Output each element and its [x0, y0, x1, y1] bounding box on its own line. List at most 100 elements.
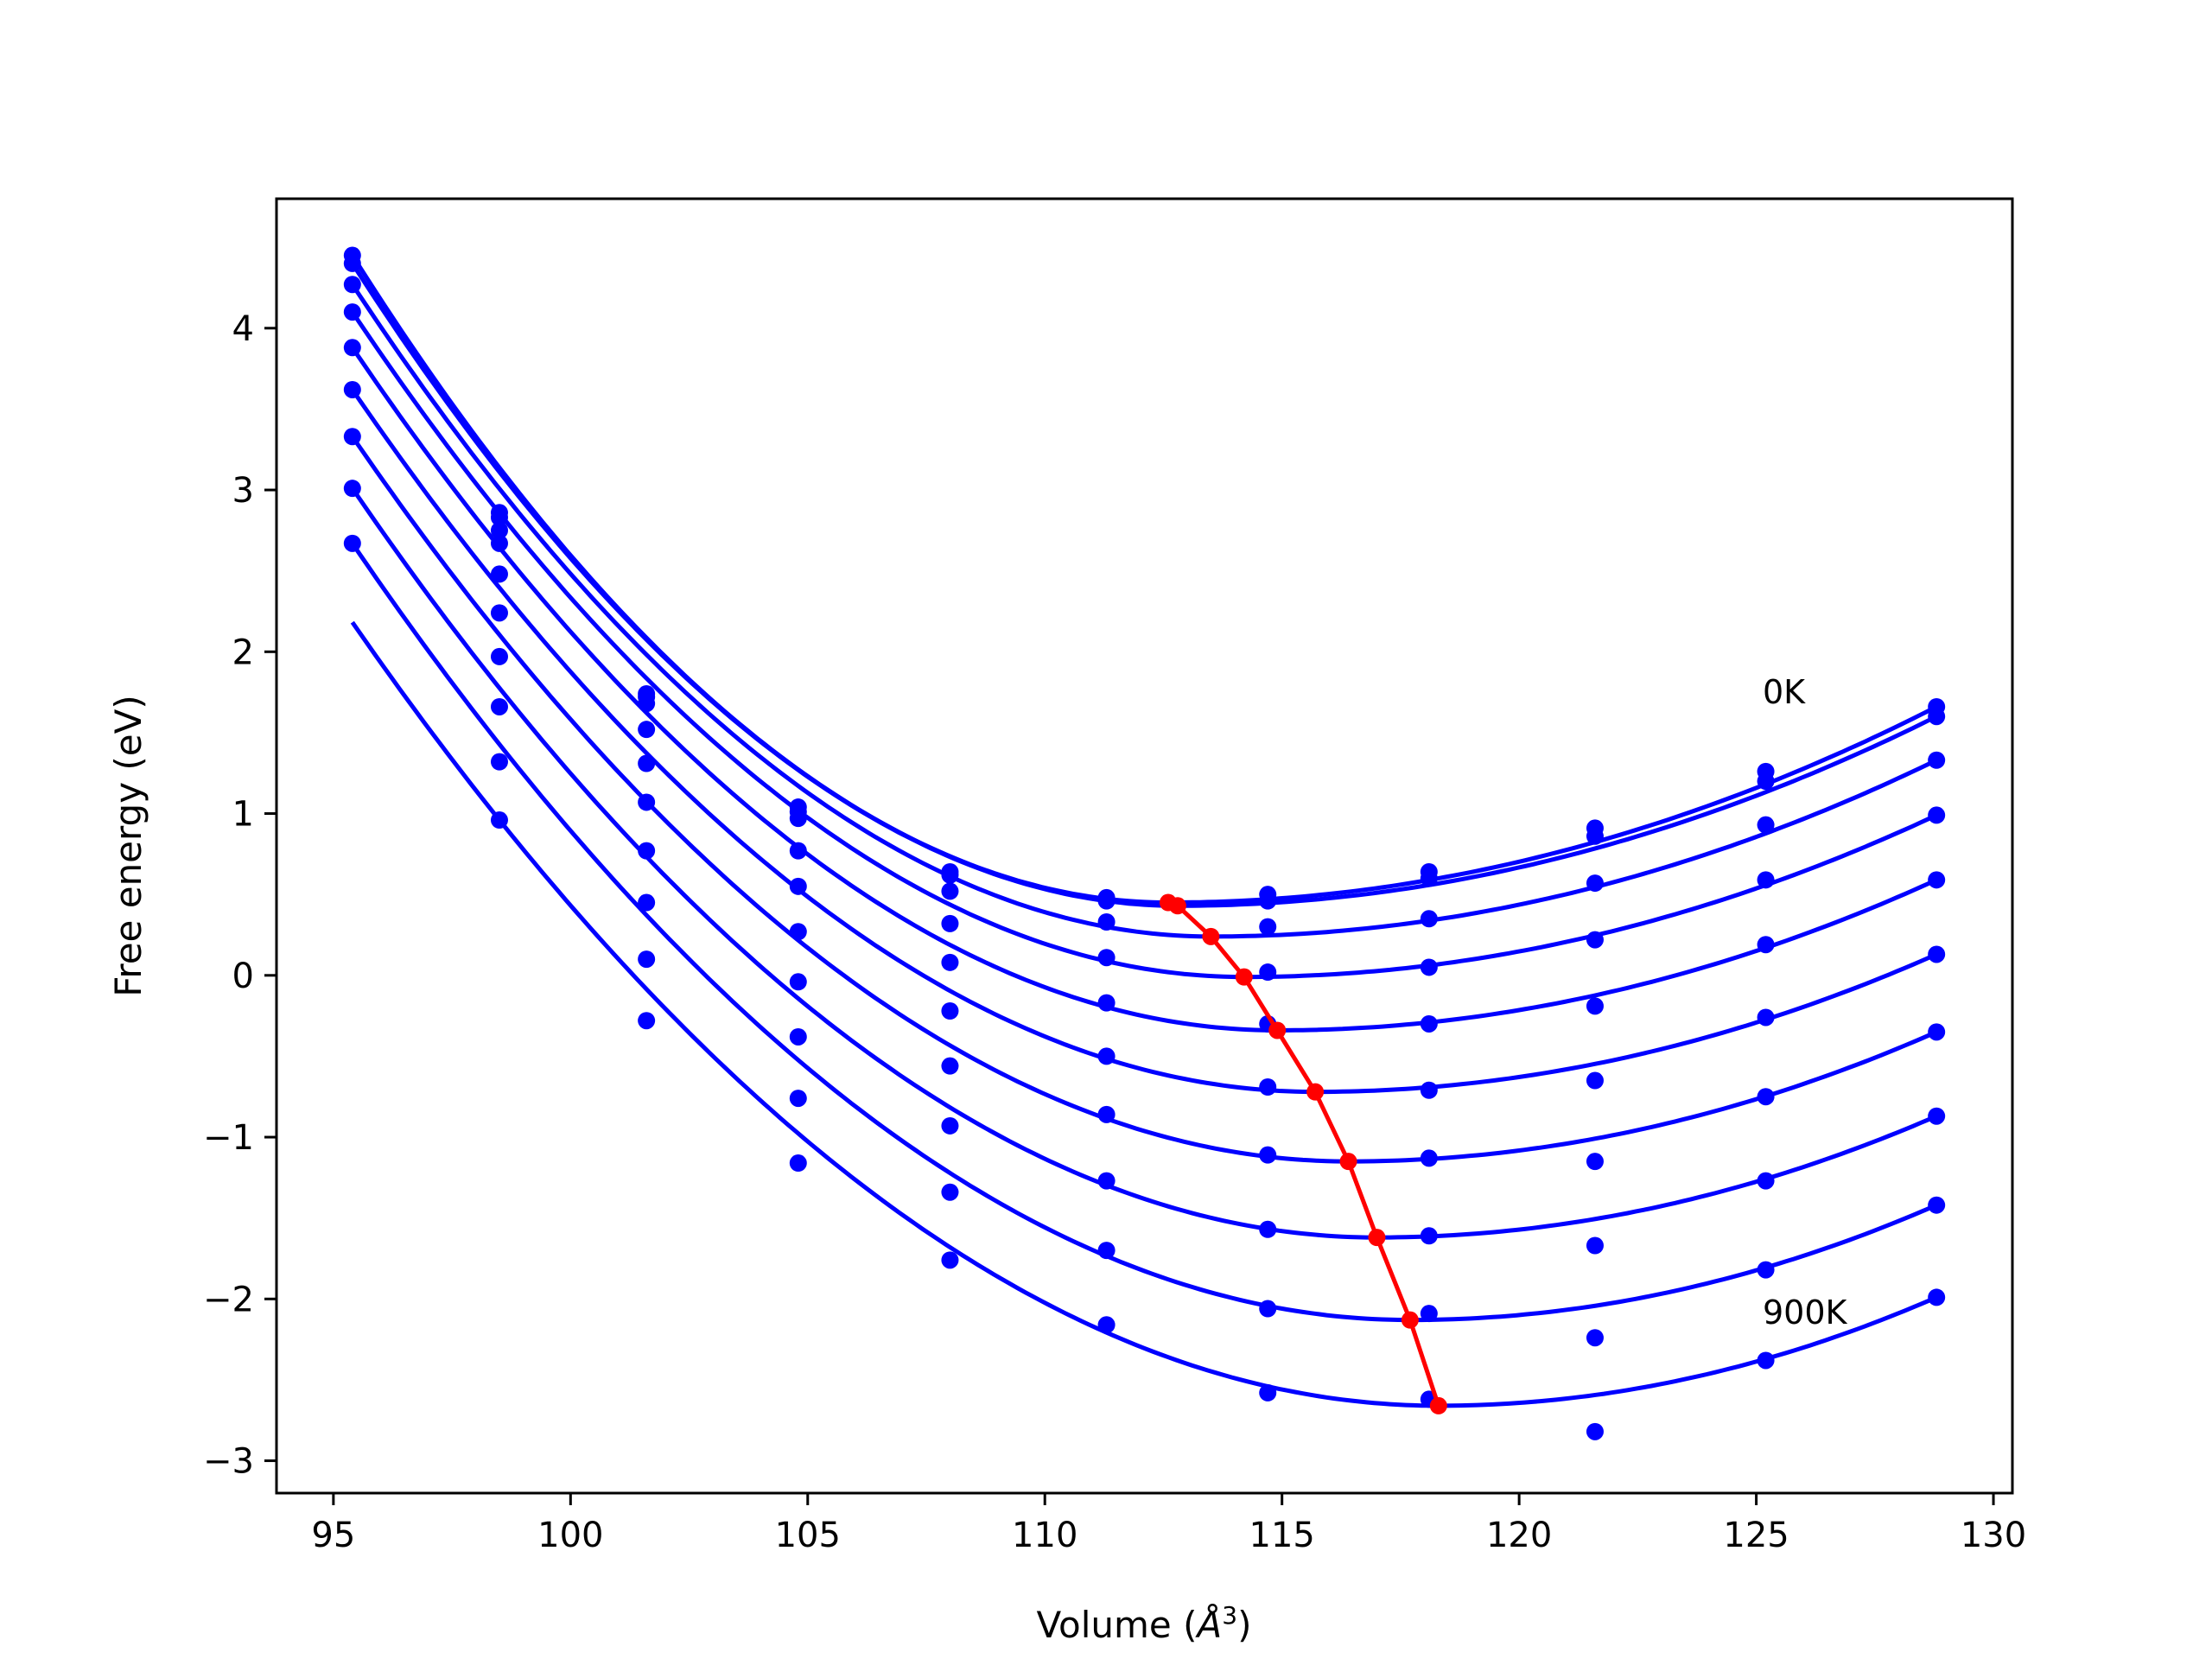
x-axis-label: Volume (Å3) — [1037, 1601, 1252, 1646]
data-point — [789, 1154, 807, 1173]
y-tick-label: −1 — [203, 1118, 254, 1158]
plot-frame — [275, 197, 2014, 1495]
data-point — [1097, 949, 1116, 967]
data-point — [638, 893, 656, 912]
data-point — [1097, 892, 1116, 910]
data-point — [1586, 997, 1604, 1015]
minimum-point — [1368, 1229, 1386, 1247]
data-point — [1097, 1316, 1116, 1334]
y-tick-label: 2 — [232, 632, 254, 672]
data-point — [1757, 816, 1775, 834]
data-point — [1420, 1014, 1438, 1033]
data-point — [789, 923, 807, 941]
data-point — [1757, 772, 1775, 791]
data-point — [1259, 1146, 1277, 1164]
data-point — [941, 1001, 959, 1020]
data-point — [1097, 994, 1116, 1012]
y-tick-label: 4 — [232, 309, 254, 349]
data-point — [1259, 892, 1277, 910]
data-point — [1757, 871, 1775, 889]
x-tick-label: 95 — [311, 1516, 355, 1555]
annotation-900k: 900K — [1763, 1294, 1848, 1332]
data-point — [1259, 1220, 1277, 1238]
y-tick-label: 0 — [232, 957, 254, 996]
data-point — [1097, 913, 1116, 931]
data-point — [1757, 1008, 1775, 1027]
data-point — [941, 1116, 959, 1135]
x-axis-label-unit: Å — [1195, 1603, 1223, 1646]
data-point — [343, 534, 361, 552]
data-point — [789, 877, 807, 895]
fit-curve-8 — [350, 542, 1938, 1323]
fit-curve-6 — [350, 435, 1938, 1164]
data-point — [1586, 1329, 1604, 1347]
data-point — [1757, 936, 1775, 954]
data-point — [638, 754, 656, 772]
y-tick-label: 1 — [232, 795, 254, 835]
x-axis-label-exponent: 3 — [1222, 1601, 1237, 1630]
data-point — [1928, 708, 1946, 726]
y-tick-label: −2 — [203, 1280, 254, 1319]
x-tick-label: 125 — [1723, 1516, 1789, 1555]
data-point — [1928, 1107, 1946, 1125]
data-point — [1259, 1078, 1277, 1096]
data-point — [490, 647, 508, 665]
data-point — [490, 811, 508, 830]
data-point — [1420, 869, 1438, 887]
data-point — [1420, 1149, 1438, 1167]
fit-curve-3 — [350, 310, 1938, 980]
data-point — [1097, 1172, 1116, 1190]
fit-curve-4 — [350, 346, 1938, 1033]
y-axis: −3 −2 −1 0 1 2 3 4 — [203, 309, 276, 1482]
minimum-point — [1235, 968, 1253, 986]
data-point — [490, 604, 508, 622]
data-point — [490, 521, 508, 539]
y-tick-label: 3 — [232, 471, 254, 511]
data-point — [1586, 1236, 1604, 1255]
data-point — [1586, 874, 1604, 893]
minimum-point — [1268, 1021, 1287, 1039]
data-point — [1928, 945, 1946, 963]
fit-curve-7 — [350, 486, 1938, 1240]
fit-curve-2 — [350, 283, 1938, 939]
data-point — [490, 508, 508, 526]
data-point — [638, 842, 656, 860]
data-point — [1757, 1172, 1775, 1190]
data-point — [1928, 751, 1946, 769]
minimum-point — [1306, 1083, 1325, 1101]
minimum-point — [1429, 1396, 1447, 1414]
x-tick-label: 130 — [1961, 1516, 2026, 1555]
fit-curve-9 — [350, 620, 1938, 1408]
x-tick-label: 120 — [1486, 1516, 1552, 1555]
annotation-0k: 0K — [1763, 673, 1806, 711]
data-point — [490, 753, 508, 771]
minimum-point — [1168, 897, 1186, 915]
minimum-point — [1202, 927, 1220, 945]
minima-line — [1159, 893, 1447, 1414]
data-point — [789, 810, 807, 828]
minimum-point — [1339, 1153, 1357, 1171]
data-point — [789, 842, 807, 860]
data-point — [1259, 1383, 1277, 1402]
data-point — [343, 480, 361, 498]
x-axis-label-close: ) — [1237, 1604, 1251, 1646]
data-point — [1259, 1300, 1277, 1318]
x-axis-label-text: Volume ( — [1037, 1604, 1198, 1646]
data-point — [638, 793, 656, 811]
data-point — [1928, 871, 1946, 889]
data-point — [1928, 1196, 1946, 1214]
x-tick-label: 115 — [1249, 1516, 1315, 1555]
y-tick-label: −3 — [203, 1442, 254, 1482]
fit-curves — [350, 254, 1938, 1408]
data-point — [490, 534, 508, 552]
data-point — [638, 695, 656, 713]
data-point — [638, 721, 656, 739]
data-point — [1097, 1047, 1116, 1065]
data-point — [941, 1251, 959, 1269]
minimum-point — [1401, 1311, 1419, 1329]
data-point — [1928, 806, 1946, 824]
data-point — [490, 697, 508, 715]
data-point — [490, 565, 508, 583]
